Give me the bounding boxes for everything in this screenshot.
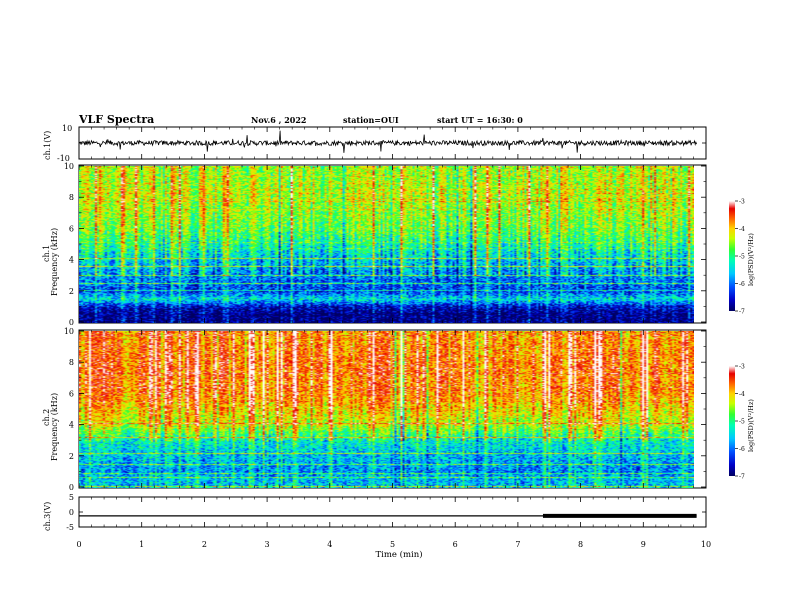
ch1-freq-ticks: 0 2 4 6 8 10 <box>64 162 706 327</box>
time-axis-label: Time (min) <box>375 549 422 560</box>
x-tick-label: 4 <box>327 540 332 549</box>
x-tick-label: 9 <box>641 540 646 549</box>
ch1-spectrogram-image <box>79 166 694 323</box>
ch1-ylabel-channel: ch.1 <box>42 245 51 262</box>
y-tick-label: 2 <box>69 287 74 296</box>
ch2-ylabel-channel: ch.2 <box>42 409 51 426</box>
y-tick-label: 8 <box>69 358 74 367</box>
y-tick-label: -5 <box>66 523 74 532</box>
ch2-colorbar-label: log(PSD)(V²/Hz) <box>747 399 755 452</box>
y-tick-label: 6 <box>69 224 74 233</box>
x-tick-label: 10 <box>701 540 711 549</box>
colorbar-tick-label: -7 <box>739 309 745 316</box>
ch3-ylabel: ch.3(V) <box>43 502 52 531</box>
x-tick-label: 7 <box>515 540 520 549</box>
y-tick-label: 0 <box>69 483 74 492</box>
y-tick-label: 10 <box>64 327 74 336</box>
x-tick-label: 2 <box>202 540 207 549</box>
y-tick-label: 4 <box>69 256 74 265</box>
ch2-ylabel-freq: Frequency (kHz) <box>50 393 59 461</box>
colorbar-tick-label: -5 <box>739 419 745 426</box>
y-tick-label: 10 <box>64 162 74 171</box>
time-axis-ticks: 0 1 2 3 4 5 6 7 8 9 10 <box>76 127 711 549</box>
x-tick-label: 8 <box>578 540 583 549</box>
ch3-waveform-panel: 5 0 -5 ch.3(V) <box>43 493 707 532</box>
ch1-ytick-bottom: -10 <box>57 154 70 163</box>
colorbar-tick-label: -3 <box>739 199 745 206</box>
colorbar-tick-label: -5 <box>739 254 745 261</box>
ch2-freq-ticks: 0 2 4 6 8 10 <box>64 327 706 492</box>
ch1-ytick-top: 10 <box>62 124 72 133</box>
y-tick-label: 6 <box>69 389 74 398</box>
colorbar-tick-label: -4 <box>739 391 745 398</box>
colorbar-tick-label: -4 <box>739 226 745 233</box>
colorbar-tick-label: -6 <box>739 281 745 288</box>
ch2-colorbar <box>729 366 735 476</box>
ch1-waveform-panel: 10 -10 ch.1(V) <box>43 124 707 163</box>
ch1-colorbar-label: log(PSD)(V²/Hz) <box>747 233 755 286</box>
y-tick-label: 0 <box>69 318 74 327</box>
ch1-ylabel: ch.1(V) <box>43 131 52 160</box>
x-tick-label: 6 <box>453 540 458 549</box>
ch1-ylabel-freq: Frequency (kHz) <box>50 228 59 296</box>
date-label: Nov.6 , 2022 <box>251 115 306 125</box>
figure-title: VLF Spectra <box>78 113 154 126</box>
colorbar-tick-label: -7 <box>739 474 745 481</box>
y-tick-label: 2 <box>69 452 74 461</box>
y-tick-label: 8 <box>69 193 74 202</box>
ch3-yticks: 5 0 -5 <box>66 493 706 532</box>
ch1-colorbar-ticks: -3 -4 -5 -6 -7 <box>735 199 745 316</box>
x-tick-label: 1 <box>139 540 144 549</box>
station-label: station=OUI <box>343 115 399 125</box>
ch1-waveform-trace <box>79 130 697 153</box>
x-tick-label: 0 <box>76 540 81 549</box>
y-tick-label: 0 <box>69 508 74 517</box>
colorbar-tick-label: -6 <box>739 446 745 453</box>
y-tick-label: 4 <box>69 421 74 430</box>
start-time-label: start UT = 16:30: 0 <box>437 115 523 125</box>
colorbar-tick-label: -3 <box>739 364 745 371</box>
ch1-colorbar <box>729 201 735 311</box>
ch2-colorbar-ticks: -3 -4 -5 -6 -7 <box>735 364 745 481</box>
x-tick-label: 5 <box>390 540 395 549</box>
ch2-spectrogram-image <box>79 331 694 488</box>
y-tick-label: 5 <box>69 493 74 502</box>
x-tick-label: 3 <box>265 540 270 549</box>
